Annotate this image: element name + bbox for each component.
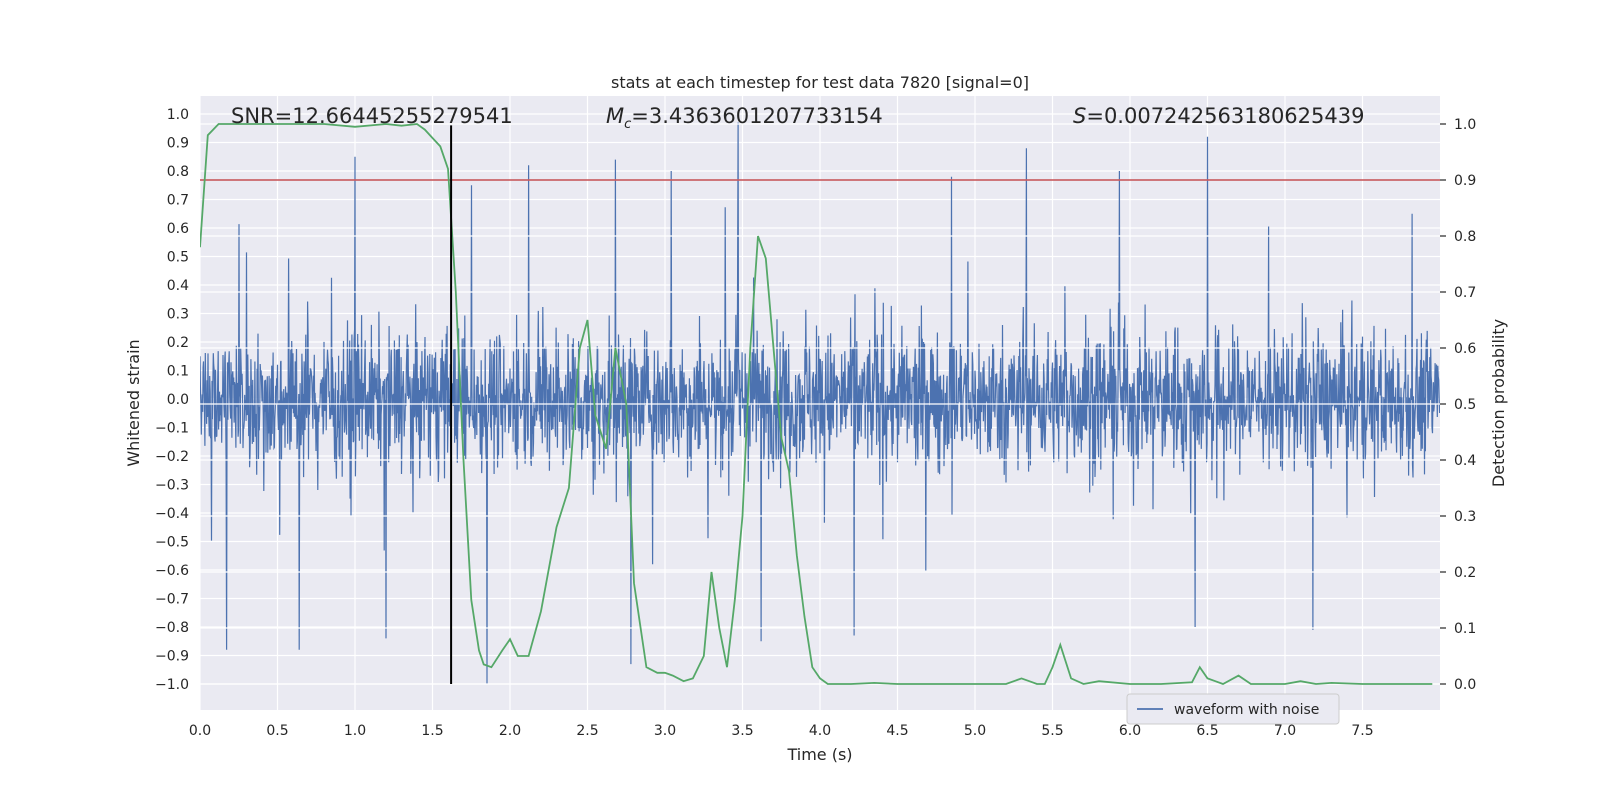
y-left-tick-label: 0.1 — [167, 364, 189, 380]
probability-series — [200, 123, 1433, 685]
y-right-tick-label: 0.6 — [1454, 341, 1476, 357]
legend-label: waveform with noise — [1174, 702, 1319, 718]
y-left-tick-label: 1.0 — [167, 107, 189, 123]
x-tick-label: 1.5 — [421, 723, 443, 739]
x-tick-label: 6.5 — [1196, 723, 1218, 739]
y-left-tick-label: 0.8 — [167, 164, 189, 180]
x-tick-label: 3.5 — [731, 723, 753, 739]
y-left-tick-label: 0.6 — [167, 221, 189, 237]
x-axis-ticks: 0.0 0.5 1.0 1.5 2.0 2.5 3.0 3.5 4.0 4.5 5.0 5.5 6.0 6… — [189, 723, 1374, 739]
y-right-tick-label: 0.2 — [1454, 565, 1476, 581]
x-tick-label: 0.5 — [266, 723, 288, 739]
x-tick-label: 1.0 — [344, 723, 366, 739]
y-right-axis-ticks: 0.0 0.1 0.2 0.3 0.4 0.5 0.6 0.7 0.8 0.9 1.0 — [1440, 117, 1476, 693]
waveform-series — [200, 122, 1440, 685]
chirp-mass-annotation: Mc=3.4363601207733154 — [606, 104, 883, 132]
y-left-tick-label: −0.8 — [155, 620, 189, 636]
s-statistic-annotation: S=0.007242563180625439 — [1073, 104, 1364, 128]
y-right-tick-label: 1.0 — [1454, 117, 1476, 133]
y-left-tick-label: −0.9 — [155, 649, 189, 665]
x-tick-label: 7.0 — [1274, 723, 1296, 739]
legend: waveform with noise — [1126, 693, 1340, 725]
y-left-tick-label: 0.0 — [167, 392, 189, 408]
x-axis-label: Time (s) — [786, 745, 852, 764]
mc-value: =3.4363601207733154 — [631, 104, 882, 128]
s-symbol: S — [1073, 104, 1086, 128]
y-left-tick-label: 0.4 — [167, 278, 189, 294]
y-left-axis-label: Whitened strain — [124, 339, 143, 466]
y-left-tick-label: −1.0 — [155, 677, 189, 693]
y-right-tick-label: 0.7 — [1454, 285, 1476, 301]
y-right-tick-label: 0.9 — [1454, 173, 1476, 189]
y-left-tick-label: 0.7 — [167, 193, 189, 209]
x-tick-label: 3.0 — [654, 723, 676, 739]
y-right-tick-label: 0.4 — [1454, 453, 1476, 469]
x-tick-label: 6.0 — [1119, 723, 1141, 739]
y-left-tick-label: 0.3 — [167, 307, 189, 323]
x-tick-label: 0.0 — [189, 723, 211, 739]
y-left-tick-label: −0.4 — [155, 506, 189, 522]
y-right-axis-label: Detection probability — [1489, 319, 1508, 487]
x-tick-label: 2.0 — [499, 723, 521, 739]
y-left-tick-label: −0.5 — [155, 535, 189, 551]
y-left-axis-ticks: 1.0 0.9 0.8 0.7 0.6 0.5 0.4 0.3 0.2 0.1 0.0 −0.1 −0.… — [155, 107, 189, 693]
legend-box — [1126, 693, 1340, 725]
x-tick-label: 2.5 — [576, 723, 598, 739]
y-left-tick-label: −0.7 — [155, 592, 189, 608]
y-right-tick-label: 0.8 — [1454, 229, 1476, 245]
y-left-tick-label: 0.9 — [167, 136, 189, 152]
x-tick-label: 5.0 — [964, 723, 986, 739]
y-left-tick-label: −0.6 — [155, 563, 189, 579]
x-tick-label: 5.5 — [1041, 723, 1063, 739]
y-right-tick-label: 0.0 — [1454, 677, 1476, 693]
y-left-tick-label: −0.2 — [155, 449, 189, 465]
s-value: =0.007242563180625439 — [1086, 104, 1364, 128]
y-right-tick-label: 0.1 — [1454, 621, 1476, 637]
x-tick-label: 7.5 — [1351, 723, 1373, 739]
y-left-tick-label: −0.3 — [155, 478, 189, 494]
snr-annotation: SNR=12.66445255279541 — [231, 104, 513, 128]
x-tick-label: 4.5 — [886, 723, 908, 739]
y-left-tick-label: 0.5 — [167, 250, 189, 266]
x-tick-label: 4.0 — [809, 723, 831, 739]
y-right-tick-label: 0.3 — [1454, 509, 1476, 525]
y-right-tick-label: 0.5 — [1454, 397, 1476, 413]
mc-subscript: c — [624, 117, 631, 132]
y-left-tick-label: 0.2 — [167, 335, 189, 351]
chart-title: stats at each timestep for test data 782… — [611, 73, 1029, 92]
mc-symbol: M — [606, 104, 624, 128]
y-left-tick-label: −0.1 — [155, 421, 189, 437]
